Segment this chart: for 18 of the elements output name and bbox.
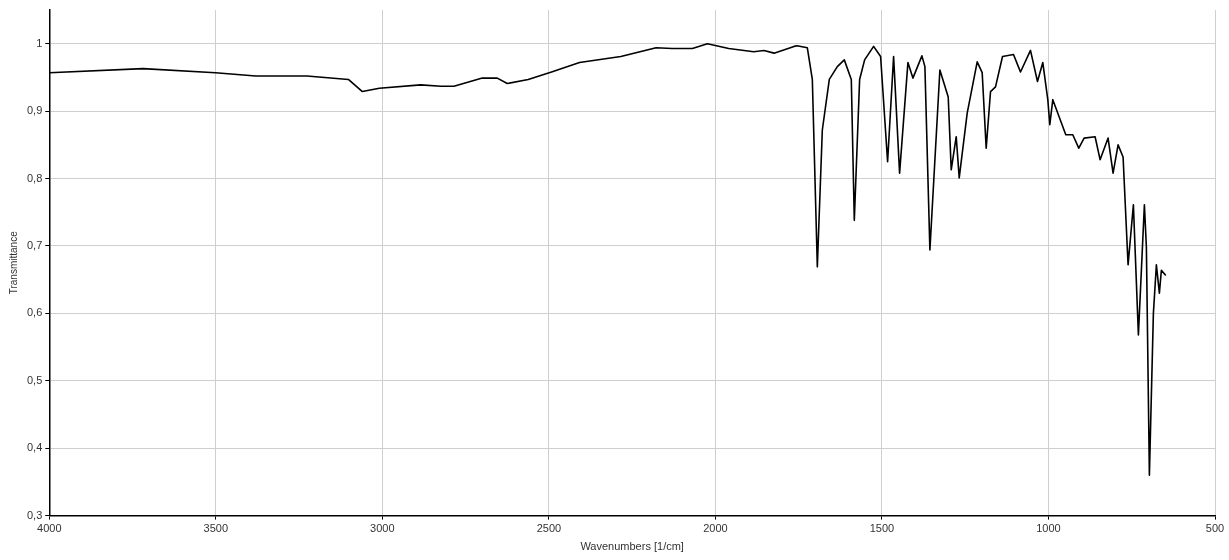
y-tick-label: 1 xyxy=(36,36,43,49)
x-tick-label: 1500 xyxy=(869,522,895,535)
y-tick-label: 0,6 xyxy=(26,306,43,319)
y-tick-label: 0,4 xyxy=(26,441,43,454)
y-tick-label: 0,3 xyxy=(26,508,43,521)
y-tick-label: 0,9 xyxy=(26,104,43,117)
y-axis-title: Transmittance xyxy=(7,230,19,295)
x-tick-label: 500 xyxy=(1205,522,1225,535)
y-tick-label: 0,5 xyxy=(26,373,43,386)
x-tick-label: 4000 xyxy=(37,522,62,535)
x-tick-label: 2000 xyxy=(703,522,728,535)
x-tick-label: 3500 xyxy=(203,522,229,535)
x-tick-label: 3000 xyxy=(370,522,395,535)
x-tick-label: 1000 xyxy=(1036,522,1061,535)
y-tick-label: 0,7 xyxy=(26,238,43,251)
y-tick-label: 0,8 xyxy=(26,171,43,184)
x-axis-title: Wavenumbers [1/cm] xyxy=(580,540,684,553)
x-tick-label: 2500 xyxy=(536,522,562,535)
